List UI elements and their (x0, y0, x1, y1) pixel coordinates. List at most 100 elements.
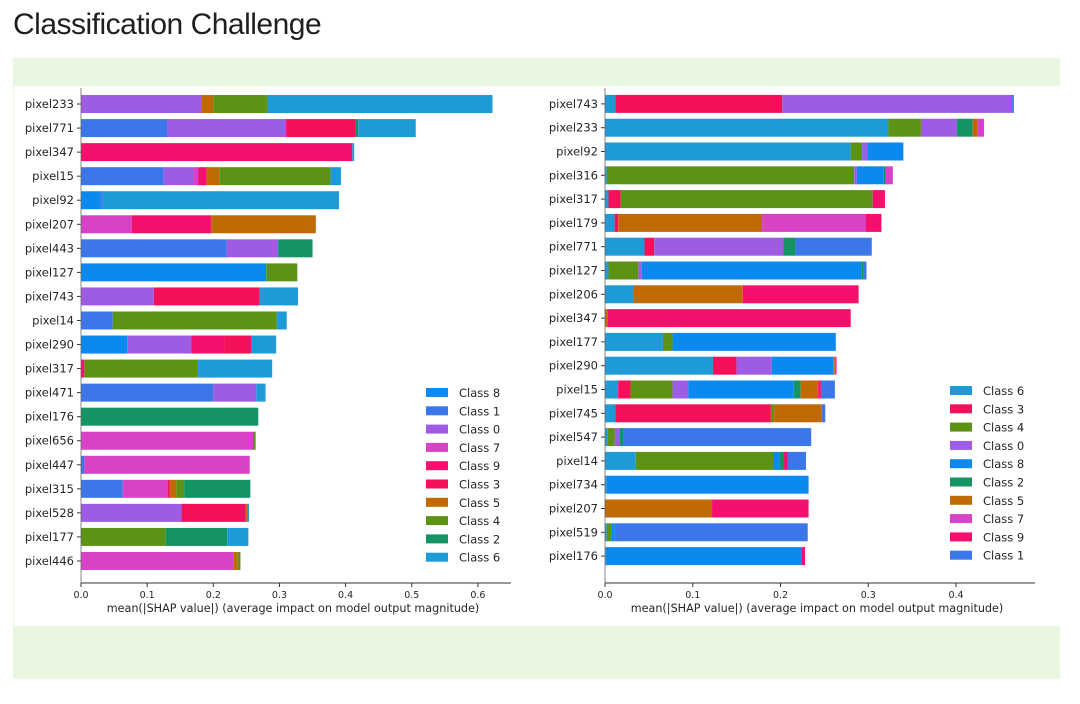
bar-segment (81, 215, 132, 234)
bar-segment (771, 356, 834, 375)
legend-swatch (426, 552, 448, 562)
x-tick-label: 0.0 (73, 590, 88, 601)
y-tick-label: pixel528 (25, 506, 74, 520)
bar-segment (266, 263, 298, 282)
y-tick-label: pixel92 (556, 145, 598, 159)
bar-segment (81, 311, 113, 330)
bar-segment (630, 380, 673, 399)
bar-segment (193, 167, 199, 186)
y-tick-label: pixel745 (549, 406, 598, 420)
bar-segment (605, 94, 616, 113)
bar-segment (607, 309, 851, 328)
y-tick-label: pixel446 (25, 554, 74, 568)
bar-segment (885, 166, 893, 185)
legend-label: Class 4 (983, 421, 1024, 435)
legend-swatch (950, 386, 972, 395)
legend-label: Class 1 (983, 549, 1024, 563)
bar-segment (605, 285, 634, 304)
bar-segment (355, 119, 359, 138)
y-tick-label: pixel14 (32, 313, 74, 327)
x-tick-label: 0.1 (685, 590, 700, 601)
bar-segment (867, 142, 904, 161)
bar-segment (783, 237, 796, 256)
bar-segment (821, 404, 826, 423)
bar-segment (605, 118, 889, 137)
bar-segment (276, 311, 287, 330)
legend-label: Class 8 (459, 386, 500, 400)
legend-swatch (426, 479, 448, 489)
legend-label: Class 7 (983, 512, 1024, 526)
legend-label: Class 2 (983, 476, 1024, 490)
bar-segment (787, 451, 806, 470)
legend-label: Class 6 (459, 551, 500, 565)
bar-segment (201, 95, 214, 114)
y-tick-label: pixel771 (25, 121, 74, 135)
bar-segment (184, 479, 251, 498)
bar-segment (688, 380, 794, 399)
bar-segment (81, 431, 253, 450)
legend-swatch (950, 532, 972, 542)
bar-segment (742, 285, 859, 304)
legend-label: Class 5 (459, 496, 500, 510)
bar-segment (856, 166, 884, 185)
y-tick-label: pixel317 (25, 362, 74, 376)
shap-chart-left-svg: pixel233 pixel771 pixel347 pixel15 pixel92 pi… (25, 88, 511, 615)
legend-swatch (426, 461, 448, 471)
bar-segment (672, 332, 836, 351)
legend-swatch (426, 442, 448, 452)
y-tick-label: pixel176 (549, 549, 598, 563)
bar-segment (81, 503, 182, 522)
y-tick-label: pixel15 (32, 169, 74, 183)
bar-segment (801, 547, 806, 566)
shap-chart-right: pixel743 pixel233 pixel92 pixel316 pixel317 p… (538, 86, 1068, 626)
bar-segment (191, 335, 225, 354)
legend-swatch (950, 514, 972, 524)
bar-segment (163, 167, 194, 186)
bar-segment (977, 118, 985, 137)
bar-segment (81, 143, 353, 162)
legend-swatch (426, 497, 448, 507)
legend-label: Class 3 (459, 478, 500, 492)
bar-segment (920, 118, 957, 137)
legend-swatch (426, 388, 448, 397)
bar-segment (762, 213, 866, 232)
legend-label: Class 9 (459, 459, 500, 473)
x-tick-label: 0.4 (948, 590, 963, 601)
y-tick-label: pixel207 (549, 502, 598, 516)
bar-segment (81, 191, 101, 210)
bar-segment (865, 213, 882, 232)
x-tick-label: 0.1 (140, 590, 155, 601)
shap-chart-right-svg: pixel743 pixel233 pixel92 pixel316 pixel317 p… (549, 88, 1035, 615)
bar-segment (278, 239, 313, 258)
bar-segment (211, 215, 316, 234)
bar-segment (100, 191, 103, 210)
bar-segment (153, 287, 260, 306)
bar-segment (176, 479, 185, 498)
bar-segment (818, 380, 821, 399)
bar-segment (358, 119, 416, 138)
bar-segment (618, 213, 763, 232)
bar-segment (251, 335, 277, 354)
bar-segment (352, 143, 355, 162)
bar-segment (614, 213, 619, 232)
bar-segment (81, 551, 234, 570)
bar-segment (605, 475, 607, 494)
legend-label: Class 6 (983, 384, 1024, 398)
bar-segment (605, 356, 713, 375)
bar-segment (605, 451, 636, 470)
bar-segment (623, 428, 812, 447)
bar-segment (605, 332, 663, 351)
bar-segment (633, 285, 743, 304)
bar-segment (81, 263, 267, 282)
bar-segment (233, 551, 238, 570)
legend-swatch (950, 404, 972, 414)
bar-segment (81, 479, 123, 498)
bar-segment (102, 191, 339, 210)
bar-segment (165, 527, 228, 546)
bar-segment (286, 119, 356, 138)
bar-segment (131, 215, 212, 234)
bar-segment (1012, 94, 1014, 113)
bar-segment (267, 95, 493, 114)
bar-segment (84, 455, 250, 474)
bar-segment (112, 311, 277, 330)
